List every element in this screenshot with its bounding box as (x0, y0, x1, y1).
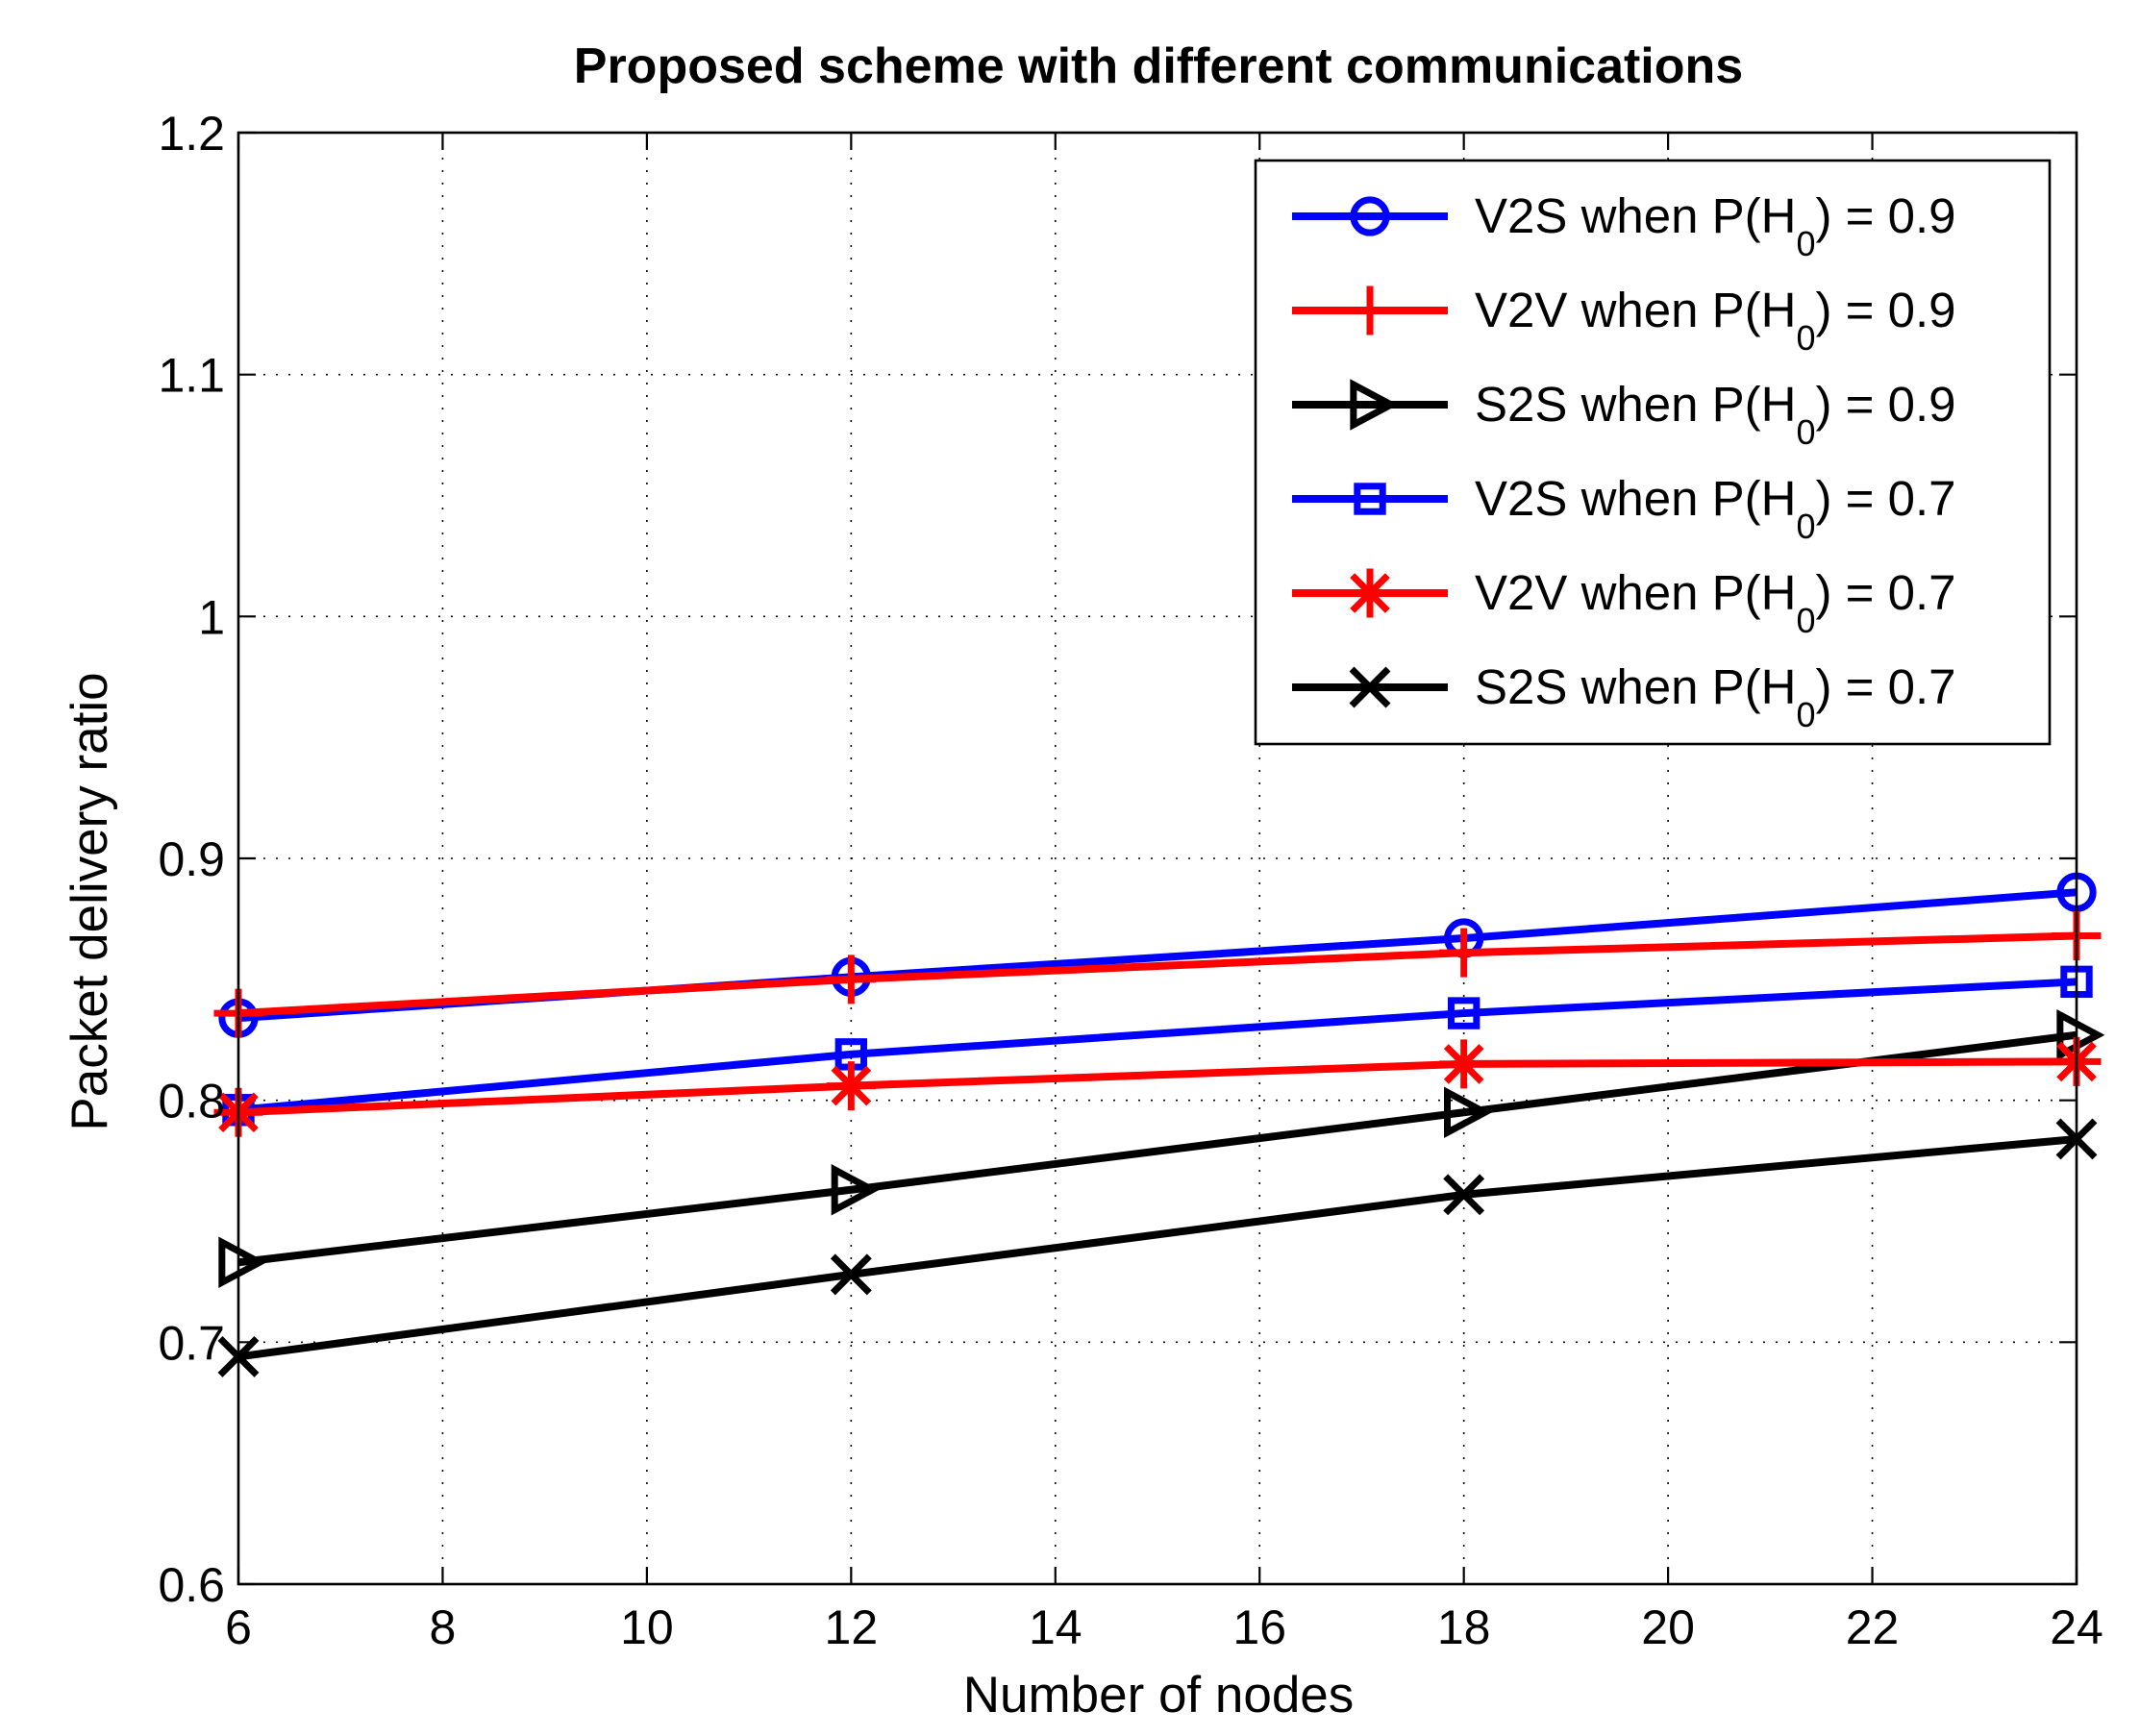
series-line (237, 978, 2078, 1114)
data-point-plus (1345, 285, 1395, 335)
y-tick-label: 1.1 (158, 349, 225, 403)
x-tick-label: 22 (1846, 1600, 1900, 1654)
legend-label-main: V2V when P(H (1475, 283, 1797, 337)
data-point-x (830, 1253, 872, 1296)
data-point-asterisk (826, 1061, 876, 1111)
chart-title: Proposed scheme with different communica… (574, 38, 1743, 94)
y-tick-labels: 0.6 0.7 0.8 0.9 1 1.1 1.2 (158, 107, 225, 1612)
data-series (213, 872, 2105, 1377)
data-point-triangle-right (831, 1164, 880, 1216)
legend-label-tail: ) = 0.7 (1816, 659, 1956, 714)
axes-frame (236, 131, 2078, 1586)
series-asterisk (213, 1036, 2102, 1137)
legend-item: V2S when P(H0) = 0.9 (1292, 188, 1956, 263)
legend-label-main: V2S when P(H (1475, 471, 1797, 526)
series-line (237, 1134, 2078, 1361)
legend-item: V2V when P(H0) = 0.7 (1292, 565, 1956, 640)
x-tick-labels: 6 8 10 12 14 16 18 20 22 24 (225, 1600, 2103, 1654)
legend-label-tail: ) = 0.9 (1816, 377, 1956, 432)
legend-label: V2V when P(H0) = 0.9 (1475, 283, 1956, 358)
data-point-x (1443, 1174, 1485, 1216)
y-tick-label: 0.6 (158, 1558, 225, 1612)
x-tick-label: 16 (1232, 1600, 1286, 1654)
legend-label-tail: ) = 0.7 (1816, 471, 1956, 526)
legend-label: V2V when P(H0) = 0.7 (1475, 565, 1956, 640)
legend-label-tail: ) = 0.9 (1816, 283, 1956, 337)
legend-item: S2S when P(H0) = 0.9 (1292, 377, 1956, 452)
data-point-plus (1439, 928, 1489, 978)
legend-label: S2S when P(H0) = 0.7 (1475, 659, 1956, 734)
data-point-plus (826, 955, 876, 1004)
x-tick-label: 12 (825, 1600, 879, 1654)
legend-label-subscript: 0 (1797, 318, 1816, 358)
legend-label-main: S2S when P(H (1475, 659, 1797, 714)
y-tick-label: 0.8 (158, 1075, 225, 1128)
x-tick-label: 18 (1437, 1600, 1491, 1654)
x-axis-label: Number of nodes (963, 1667, 1355, 1724)
legend-label-tail: ) = 0.9 (1816, 188, 1956, 243)
legend-label-tail: ) = 0.7 (1816, 565, 1956, 620)
x-tick-label: 6 (225, 1600, 252, 1654)
data-point-square (1354, 483, 1386, 515)
data-point-triangle-right (1350, 379, 1399, 431)
legend-label-main: V2V when P(H (1475, 565, 1797, 620)
x-tick-label: 8 (430, 1600, 457, 1654)
y-tick-label: 1.2 (158, 107, 225, 161)
legend-label-subscript: 0 (1797, 601, 1816, 640)
legend-label-subscript: 0 (1797, 412, 1816, 452)
y-tick-label: 0.7 (158, 1316, 225, 1370)
legend-label-subscript: 0 (1797, 507, 1816, 546)
data-point-square (1447, 997, 1481, 1029)
legend-label: V2S when P(H0) = 0.7 (1475, 471, 1956, 546)
legend-label-subscript: 0 (1797, 695, 1816, 734)
legend-label-main: S2S when P(H (1475, 377, 1797, 432)
data-point-triangle-right (218, 1236, 267, 1289)
legend-label-main: V2S when P(H (1475, 188, 1797, 243)
legend-label-subscript: 0 (1797, 224, 1816, 263)
legend-label: V2S when P(H0) = 0.9 (1475, 188, 1956, 263)
series-line (237, 1030, 2078, 1267)
data-point-x (1349, 666, 1391, 708)
series-line (237, 1057, 2078, 1117)
legend-item: V2S when P(H0) = 0.7 (1292, 471, 1956, 546)
data-point-triangle-right (1444, 1086, 1493, 1138)
y-axis-label: Packet delivery ratio (62, 672, 118, 1130)
x-tick-label: 24 (2050, 1600, 2103, 1654)
legend-item: V2V when P(H0) = 0.9 (1292, 283, 1956, 358)
legend-label: S2S when P(H0) = 0.9 (1475, 377, 1956, 452)
series-triangle-right (218, 1008, 2105, 1289)
x-tick-label: 20 (1641, 1600, 1695, 1654)
legend-box (1254, 159, 2052, 746)
data-point-asterisk (1345, 568, 1395, 618)
x-tick-label: 10 (620, 1600, 674, 1654)
legend-item: S2S when P(H0) = 0.7 (1292, 659, 1956, 734)
data-point-asterisk (1439, 1039, 1489, 1089)
tick-marks (236, 131, 2078, 1586)
x-tick-label: 14 (1029, 1600, 1082, 1654)
data-point-circle (1350, 196, 1390, 236)
y-tick-label: 0.9 (158, 832, 225, 886)
grid-lines (238, 133, 2077, 1584)
series-line (237, 931, 2078, 1018)
y-tick-label: 1 (198, 590, 225, 644)
